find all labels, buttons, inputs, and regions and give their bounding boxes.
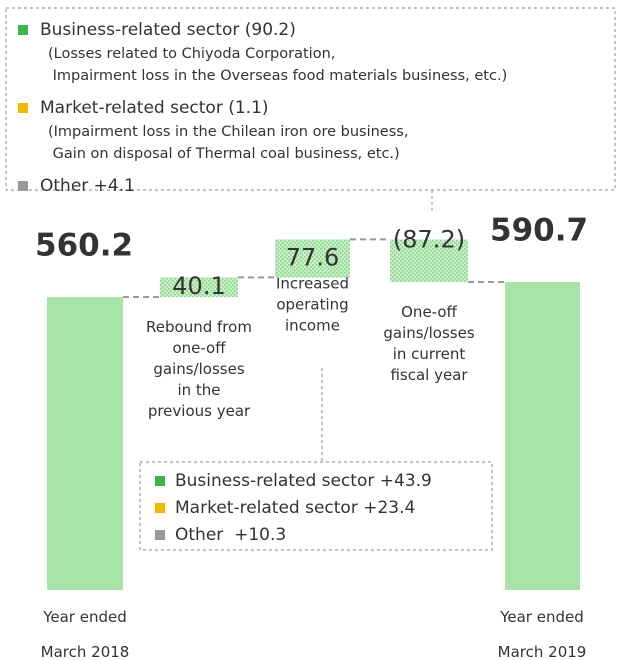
note: (Impairment loss in the Chilean iron ore… — [48, 124, 408, 162]
one-off-box — [5, 7, 616, 191]
value-label: (87.2) — [393, 226, 465, 254]
legend-swatch — [18, 25, 28, 35]
legend-label: Market-related sector (1.1) — [40, 98, 269, 118]
legend-label: Business-related sector +43.9 — [175, 471, 432, 491]
legend-swatch — [18, 103, 28, 113]
x-tick-label: Increased operating income — [276, 274, 349, 334]
value-label: 40.1 — [172, 272, 225, 300]
delta-bar — [275, 239, 350, 278]
value-label: 590.7 — [490, 213, 588, 249]
x-tick-label: Year ended March 2018 — [41, 608, 130, 660]
delta-bar — [160, 277, 238, 297]
total-bar — [47, 297, 123, 590]
value-label: 560.2 — [35, 228, 133, 264]
note: (Losses related to Chiyoda Corporation, … — [48, 46, 507, 84]
legend-label: Business-related sector (90.2) — [40, 20, 296, 40]
legend-swatch — [18, 181, 28, 191]
legend-swatch — [155, 476, 165, 486]
total-bar — [505, 282, 580, 590]
legend-swatch — [155, 503, 165, 513]
delta-bar — [390, 239, 468, 283]
x-tick-label: Rebound from one-off gains/losses in the pre… — [146, 318, 252, 420]
legend-swatch — [155, 530, 165, 540]
x-tick-label: Year ended March 2019 — [498, 608, 587, 660]
legend-label: Market-related sector +23.4 — [175, 498, 415, 518]
legend-label: Other +10.3 — [175, 525, 286, 545]
operating-box — [139, 461, 493, 551]
x-tick-label: One-off gains/losses in current fiscal year — [383, 303, 474, 384]
legend-label: Other +4.1 — [40, 176, 135, 196]
value-label: 77.6 — [286, 243, 339, 271]
